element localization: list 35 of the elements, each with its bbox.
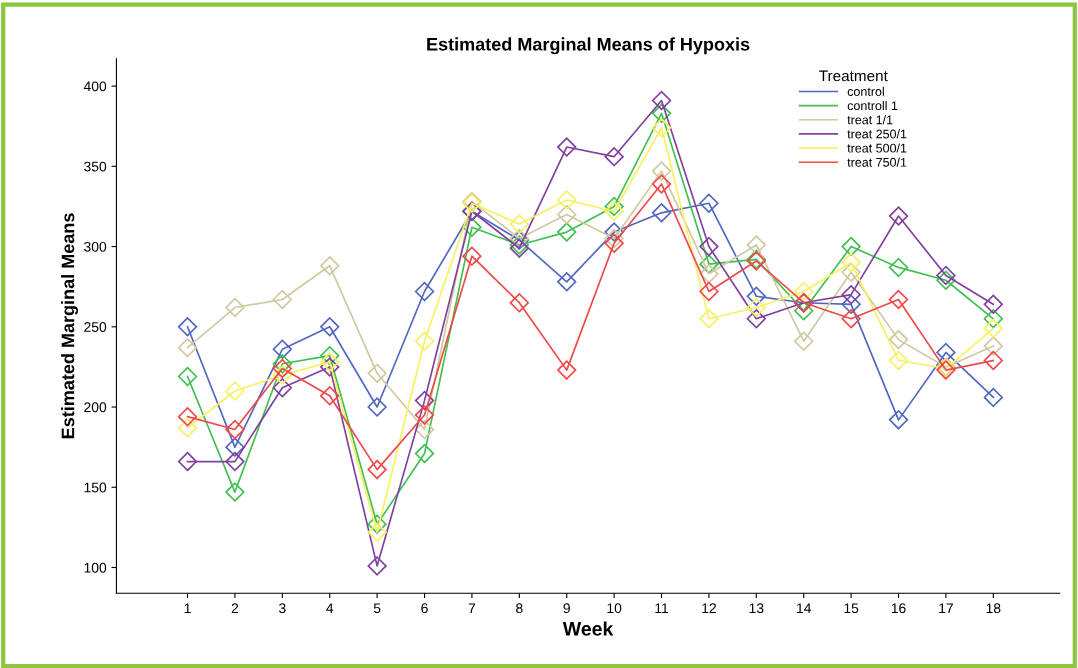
x-tick-label: 2	[231, 603, 239, 613]
legend-title: Treatment	[819, 70, 888, 82]
y-tick-label: 300	[84, 241, 107, 252]
x-tick-label: 7	[468, 603, 476, 613]
x-tick-label: 14	[797, 603, 812, 613]
y-tick-label: 400	[83, 81, 107, 92]
chart-title: Estimated Marginal Means of Hypoxis	[427, 37, 750, 55]
x-tick-label: 17	[939, 603, 953, 613]
x-tick-label: 4	[326, 603, 334, 613]
y-tick-label: 150	[84, 482, 107, 493]
legend-label: controll 1	[847, 100, 898, 111]
legend-label: treat 1/1	[847, 115, 893, 125]
y-axis-title: Estimated Marginal Means	[61, 213, 78, 439]
x-tick-label: 13	[749, 603, 764, 614]
x-tick-label: 11	[655, 603, 669, 613]
x-tick-label: 16	[891, 603, 906, 614]
y-tick-label: 100	[84, 562, 107, 573]
x-tick-label: 18	[986, 603, 1001, 614]
x-tick-label: 8	[516, 603, 523, 614]
x-axis-title: Week	[562, 621, 614, 636]
legend-label: control	[847, 86, 884, 96]
x-tick-label: 10	[607, 603, 622, 614]
x-tick-label: 12	[702, 603, 716, 613]
legend-label: treat 750/1	[847, 157, 907, 167]
x-tick-label: 9	[563, 603, 570, 614]
y-tick-label: 350	[84, 161, 107, 172]
x-tick-label: 3	[278, 603, 286, 614]
y-tick-label: 250	[84, 322, 107, 332]
legend-label: treat 500/1	[847, 143, 907, 153]
legend-label: treat 250/1	[847, 129, 907, 139]
x-tick-label: 5	[373, 603, 381, 614]
x-tick-label: 15	[844, 603, 859, 614]
y-tick-label: 200	[84, 402, 107, 413]
x-tick-label: 1	[184, 603, 191, 613]
x-tick-label: 6	[421, 603, 428, 614]
